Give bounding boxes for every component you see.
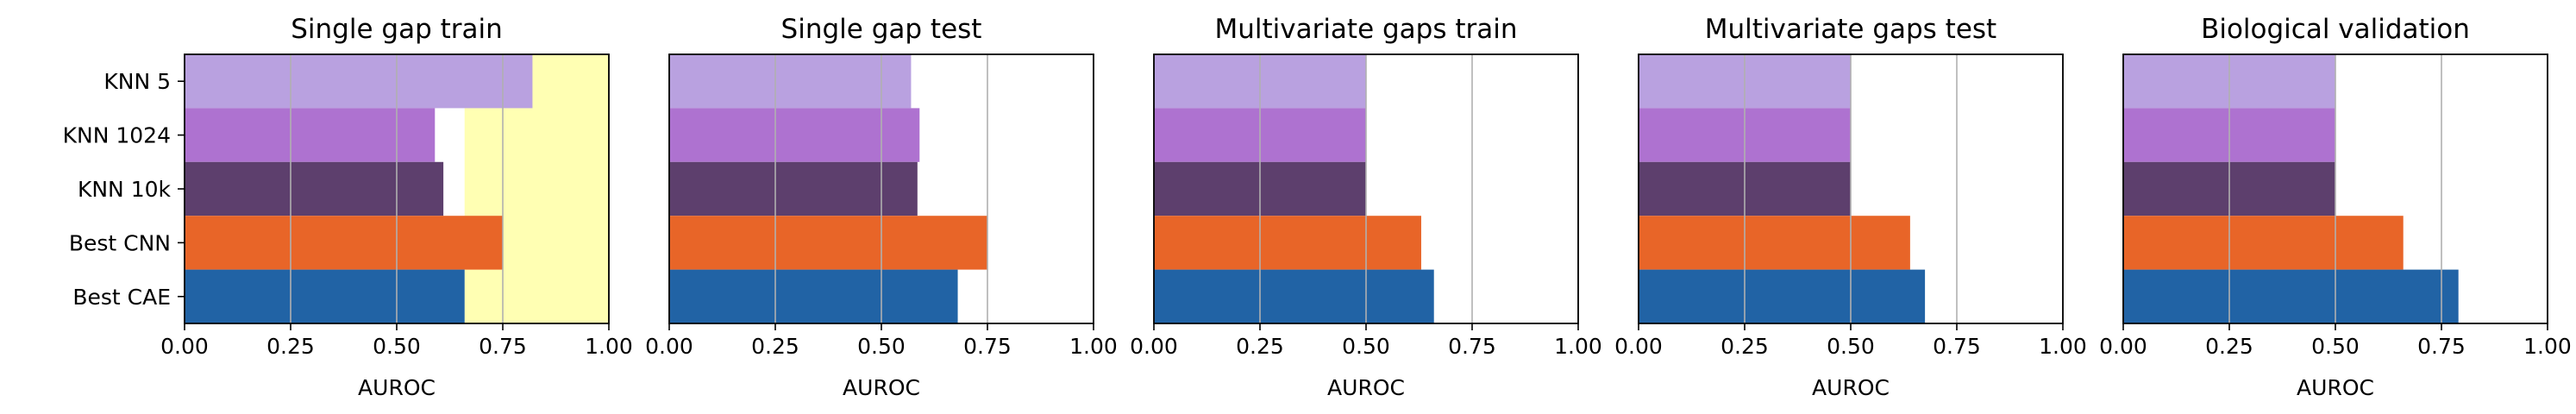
x-tick-label: 0.00 — [2099, 334, 2147, 359]
bar-best-cnn — [1639, 216, 1910, 270]
panels: 0.00 0.25 0.50 0.75 1.00 KNN 5 KNN 1024 KNN 10k… — [63, 14, 2572, 400]
bar-best-cae — [2123, 269, 2459, 323]
x-tick-label: 0.50 — [1342, 334, 1390, 359]
x-tick-label: 0.25 — [751, 334, 799, 359]
panel-5: 0.00 0.25 0.50 0.75 1.00 Biological validatio… — [2099, 14, 2572, 400]
bar-best-cnn — [185, 216, 503, 270]
x-tick-label: 0.00 — [160, 334, 209, 359]
x-axis-label: AUROC — [1327, 375, 1405, 400]
y-tick-label: KNN 5 — [103, 69, 171, 94]
bar-best-cae — [1639, 269, 1926, 323]
x-tick-label: 0.50 — [373, 334, 421, 359]
x-tick-label: 0.75 — [2417, 334, 2466, 359]
x-tick-label: 0.50 — [1827, 334, 1875, 359]
bar-knn-1024 — [185, 108, 436, 162]
bar-best-cnn — [1154, 216, 1421, 270]
x-tick-label: 1.00 — [2523, 334, 2572, 359]
panel-title: Biological validation — [2201, 14, 2470, 45]
x-axis-label: AUROC — [2297, 375, 2374, 400]
x-tick-label: 0.50 — [2311, 334, 2360, 359]
x-tick-label: 1.00 — [585, 334, 633, 359]
x-tick-label: 1.00 — [1554, 334, 1602, 359]
x-tick-label: 0.25 — [1236, 334, 1284, 359]
bar-knn-10k — [669, 161, 918, 216]
x-tick-label: 0.75 — [1933, 334, 1981, 359]
x-tick-label: 0.50 — [857, 334, 906, 359]
panel-2: 0.00 0.25 0.50 0.75 1.00 Single gap test AUROC — [645, 14, 1118, 400]
panel-title: Multivariate gaps test — [1705, 14, 1996, 45]
bar-knn-1024 — [669, 108, 920, 162]
bar-best-cnn — [2123, 216, 2404, 270]
bar-best-cae — [1154, 269, 1434, 323]
panel-3: 0.00 0.25 0.50 0.75 1.00 Multivariate gaps tr… — [1130, 14, 1602, 400]
x-tick-label: 1.00 — [1069, 334, 1118, 359]
x-tick-label: 0.00 — [1130, 334, 1178, 359]
y-tick-label: KNN 1024 — [63, 123, 171, 148]
bar-knn-10k — [185, 161, 444, 216]
bar-best-cnn — [669, 216, 987, 270]
x-tick-label: 0.75 — [1448, 334, 1496, 359]
x-tick-label: 0.25 — [266, 334, 315, 359]
x-tick-label: 0.75 — [963, 334, 1012, 359]
x-tick-label: 0.25 — [1720, 334, 1769, 359]
x-axis-label: AUROC — [1812, 375, 1890, 400]
panel-1: 0.00 0.25 0.50 0.75 1.00 KNN 5 KNN 1024 KNN 10k… — [63, 14, 633, 400]
y-tick-label: Best CNN — [69, 230, 171, 255]
panel-title: Single gap test — [781, 14, 982, 45]
panel-4: 0.00 0.25 0.50 0.75 1.00 Multivariate gaps te… — [1614, 14, 2087, 400]
x-tick-label: 0.25 — [2205, 334, 2253, 359]
bar-knn-5 — [669, 54, 912, 109]
bar-knn-5 — [185, 54, 533, 109]
x-tick-label: 0.00 — [645, 334, 693, 359]
x-axis-label: AUROC — [358, 375, 436, 400]
bar-best-cae — [185, 269, 465, 323]
x-axis-label: AUROC — [843, 375, 920, 400]
panel-title: Multivariate gaps train — [1214, 14, 1517, 45]
x-tick-label: 1.00 — [2039, 334, 2087, 359]
x-tick-label: 0.75 — [479, 334, 527, 359]
y-tick-label: Best CAE — [72, 285, 171, 310]
x-tick-label: 0.00 — [1614, 334, 1663, 359]
bar-best-cae — [669, 269, 958, 323]
panel-title: Single gap train — [291, 14, 503, 45]
y-tick-label: KNN 10k — [78, 177, 172, 202]
